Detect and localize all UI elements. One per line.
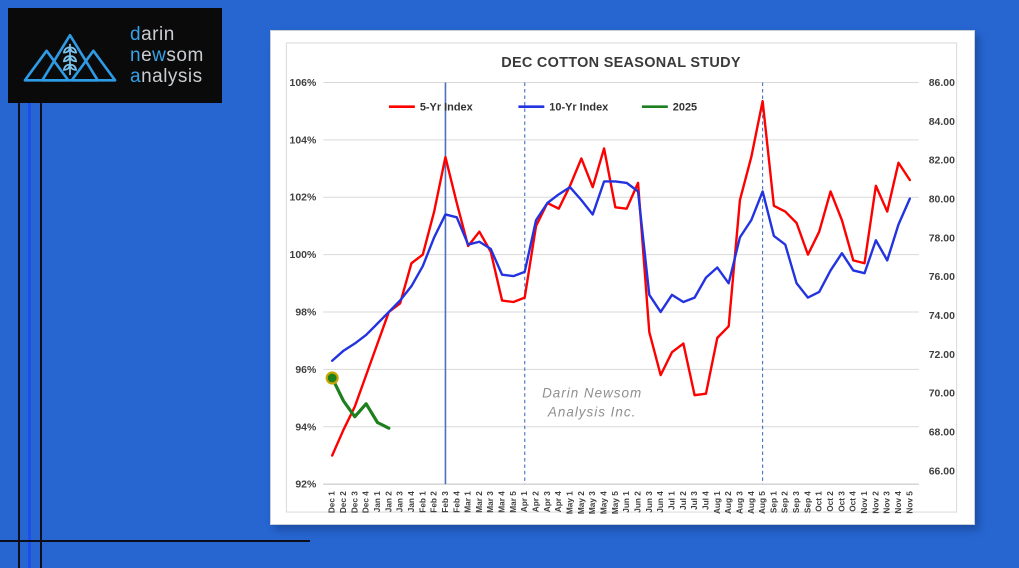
y-axis-label-left: 94% — [295, 422, 316, 433]
x-axis-label: Feb 2 — [430, 491, 439, 513]
y-axis-label-right: 72.00 — [929, 350, 955, 361]
x-axis-label: May 2 — [577, 491, 586, 514]
x-axis-label: Dec 2 — [339, 491, 348, 513]
x-axis-label: Sep 4 — [803, 491, 812, 513]
x-axis-label: Nov 4 — [894, 491, 903, 514]
x-axis-label: Mar 5 — [509, 491, 518, 513]
x-axis-label: Jul 3 — [690, 491, 699, 510]
y-axis-label-left: 98% — [295, 307, 316, 318]
logo-wordmark: darin newsom analysis — [130, 24, 204, 87]
x-axis-label: Jan 1 — [373, 491, 382, 513]
legend-item-2025: 2025 — [641, 102, 697, 114]
x-axis-label: Mar 4 — [498, 491, 507, 513]
x-axis-label: Jun 2 — [633, 491, 642, 513]
x-axis-label: May 1 — [566, 491, 575, 514]
x-axis-label: Sep 2 — [781, 491, 790, 513]
x-axis-label: Oct 3 — [837, 491, 846, 512]
x-axis-label: Nov 1 — [860, 491, 869, 514]
x-axis-label: Oct 1 — [815, 491, 824, 512]
x-axis-label: Sep 3 — [792, 491, 801, 513]
x-axis-label: Feb 4 — [452, 491, 461, 513]
legend-label: 5-Yr Index — [420, 102, 473, 114]
x-axis-label: Oct 4 — [849, 491, 858, 512]
x-axis-label: May 4 — [600, 491, 609, 514]
logo-line: darin — [130, 24, 175, 45]
x-axis-label: Mar 2 — [475, 491, 484, 513]
y-axis-label-left: 106% — [290, 78, 317, 89]
x-axis-label: Aug 5 — [758, 491, 767, 514]
y-axis-label-left: 104% — [290, 135, 317, 146]
y-axis-label-left: 96% — [295, 365, 316, 376]
legend-label: 10-Yr Index — [549, 102, 608, 114]
dna-logo: darin newsom analysis — [8, 8, 222, 103]
watermark-line-1: Darin Newsom — [542, 386, 642, 401]
x-axis-label: Jan 2 — [384, 491, 393, 513]
logo-line: analysis — [130, 66, 203, 87]
series-line-5-yr-index — [330, 99, 912, 457]
x-axis-label: Nov 2 — [871, 491, 880, 514]
chart-border — [285, 42, 958, 513]
legend-label: 2025 — [673, 102, 697, 114]
mountains-icon — [23, 33, 117, 82]
x-axis-label: Apr 1 — [520, 491, 529, 512]
legend-item-5-yr-index: 5-Yr Index — [388, 102, 473, 114]
chart-title: DEC COTTON SEASONAL STUDY — [501, 55, 741, 71]
x-axis-label: Apr 2 — [532, 491, 541, 512]
x-axis-label: Jun 4 — [656, 491, 665, 513]
y-axis-label-right: 66.00 — [929, 466, 955, 477]
x-axis-label: Jul 4 — [701, 491, 710, 510]
x-axis-label: Apr 3 — [543, 491, 552, 512]
left-decor-line-3 — [40, 100, 42, 568]
y-axis-label-right: 74.00 — [929, 311, 955, 322]
x-axis-label: Feb 3 — [441, 491, 450, 513]
y-axis-label-left: 102% — [290, 193, 317, 204]
wheat-icon — [62, 43, 78, 75]
x-axis-label: Aug 1 — [713, 491, 722, 514]
y-axis-label-left: 100% — [290, 250, 317, 261]
chart-panel: 92% 94% 96% 98% 100% 102% 104% 106% 66.00 68.00 70… — [270, 30, 975, 525]
y-axis-label-right: 70.00 — [929, 389, 955, 400]
x-axis-label: Mar 1 — [464, 491, 473, 513]
y-axis-label-right: 84.00 — [929, 117, 955, 128]
x-axis-label: May 3 — [588, 491, 597, 514]
x-axis-label: Jul 2 — [679, 491, 688, 510]
x-axis-label: Jun 1 — [622, 491, 631, 513]
y-axis-label-right: 82.00 — [929, 156, 955, 167]
y-axis-label-right: 68.00 — [929, 428, 955, 439]
x-axis-label: Dec 3 — [350, 491, 359, 513]
x-axis-label: Nov 5 — [905, 491, 914, 514]
x-axis-label: Nov 3 — [883, 491, 892, 514]
x-axis-label: Mar 3 — [486, 491, 495, 513]
series-line-10-yr-index — [330, 180, 912, 362]
y-axis-label-right: 80.00 — [929, 195, 955, 206]
x-axis-label: Dec 1 — [328, 491, 337, 513]
left-decor-line-2 — [28, 100, 31, 568]
x-axis-label: Aug 4 — [747, 491, 756, 514]
series-line-2025 — [330, 376, 391, 430]
bottom-decor-line — [0, 540, 310, 542]
y-axis-label-right: 78.00 — [929, 233, 955, 244]
x-axis-label: Apr 4 — [554, 491, 563, 512]
x-axis-label: Jul 1 — [667, 491, 676, 510]
seasonal-study-chart: 92% 94% 96% 98% 100% 102% 104% 106% 66.00 68.00 70… — [285, 42, 958, 514]
logo-line: newsom — [130, 45, 204, 66]
series-start-marker — [325, 371, 339, 385]
x-axis-label: Jan 3 — [396, 491, 405, 513]
legend-item-10-yr-index: 10-Yr Index — [518, 102, 608, 114]
left-decor-line-1 — [18, 100, 20, 568]
x-axis-label: Sep 1 — [769, 491, 778, 513]
x-axis-label: Oct 2 — [826, 491, 835, 512]
x-axis-label: May 5 — [611, 491, 620, 514]
x-axis-label: Jan 4 — [407, 491, 416, 513]
x-axis-label: Aug 3 — [735, 491, 744, 514]
y-axis-label-right: 76.00 — [929, 272, 955, 283]
x-axis-label: Dec 4 — [362, 491, 371, 513]
x-axis-label: Aug 2 — [724, 491, 733, 514]
x-axis-label: Feb 1 — [418, 491, 427, 513]
y-axis-label-right: 86.00 — [929, 78, 955, 89]
y-axis-label-left: 92% — [295, 480, 316, 491]
watermark-line-2: Analysis Inc. — [547, 404, 636, 419]
x-axis-label: Jun 3 — [645, 491, 654, 513]
